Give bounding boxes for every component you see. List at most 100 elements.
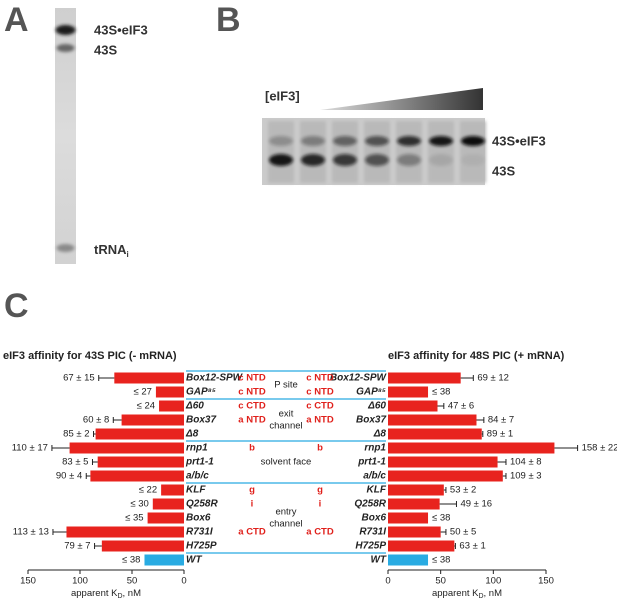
- subunit-label: a NTD: [238, 415, 266, 426]
- error-bar: [52, 529, 67, 535]
- region-label: entry: [275, 507, 296, 518]
- value-label: 89 ± 1: [487, 429, 513, 440]
- value-label: 50 ± 5: [450, 527, 476, 538]
- bar: [388, 470, 503, 482]
- bar: [97, 456, 184, 468]
- value-label: ≤ 38: [432, 387, 450, 398]
- category-label: GAP⁸⁵: [186, 387, 216, 398]
- subunit-label: i: [251, 499, 254, 510]
- chart-title: eIF3 affinity for 43S PIC (- mRNA): [3, 350, 177, 362]
- gel-band: [301, 154, 325, 166]
- x-tick-label: 0: [385, 576, 390, 587]
- category-label: Box37: [356, 415, 386, 426]
- x-axis-label-part: , nM: [484, 588, 503, 599]
- value-label: 79 ± 7: [64, 541, 90, 552]
- bar: [388, 428, 482, 440]
- category-label: Δ60: [367, 401, 386, 412]
- x-tick-label: 100: [485, 576, 501, 587]
- value-label: 49 ± 16: [460, 499, 492, 510]
- gel-band: [333, 154, 357, 166]
- value-label: 90 ± 4: [56, 471, 82, 482]
- chart: eIF3 affinity for 43S PIC (- mRNA) 0 50 100…: [3, 350, 617, 600]
- panel-label: B: [216, 1, 241, 39]
- error-bar: [437, 403, 445, 409]
- gel-band: [365, 154, 389, 166]
- category-label: KLF: [367, 485, 387, 496]
- category-label: Δ8: [185, 429, 199, 440]
- x-axis-label-part: apparent K: [71, 588, 118, 599]
- gel-band: [429, 154, 453, 166]
- value-label: ≤ 38: [432, 513, 450, 524]
- error-bar: [439, 501, 457, 507]
- category-label: R731I: [359, 527, 386, 538]
- band-label: 43S: [492, 163, 515, 178]
- gel-lane: [332, 121, 358, 183]
- gel-b: [262, 118, 486, 185]
- value-label: 110 ± 17: [12, 443, 48, 454]
- value-label: 84 ± 7: [488, 415, 514, 426]
- gel-lane: [396, 121, 422, 183]
- error-bar: [476, 417, 485, 423]
- bar: [388, 540, 455, 552]
- bar: [388, 414, 477, 426]
- bar: [121, 414, 184, 426]
- x-axis-label-part: apparent K: [432, 588, 479, 599]
- region-label: solvent face: [261, 457, 312, 468]
- subunit-label: g: [249, 485, 255, 496]
- band-label-main: tRNA: [94, 242, 127, 257]
- gel-band: [301, 136, 325, 146]
- category-label: WT: [186, 555, 202, 566]
- value-label: ≤ 27: [133, 387, 151, 398]
- value-label: 63 ± 1: [459, 541, 485, 552]
- category-label: Δ8: [373, 429, 387, 440]
- category-label: a/b/c: [363, 471, 386, 482]
- value-label: ≤ 22: [139, 485, 157, 496]
- category-label: a/b/c: [186, 471, 209, 482]
- error-bar: [554, 445, 579, 451]
- panel-label: C: [4, 287, 29, 325]
- x-tick-label: 150: [538, 576, 554, 587]
- x-axis-label-part: D: [117, 593, 122, 600]
- error-bar: [502, 473, 507, 479]
- subunit-label: b: [317, 443, 323, 454]
- subunit-label: g: [317, 485, 323, 496]
- error-bar: [443, 487, 447, 493]
- value-label: ≤ 30: [130, 499, 148, 510]
- gel-band: [365, 136, 389, 146]
- error-bar: [481, 431, 484, 437]
- bar: [388, 554, 429, 566]
- titration-wedge: [320, 88, 483, 110]
- bar: [388, 400, 438, 412]
- category-label: GAP⁸⁵: [356, 387, 386, 398]
- value-label: ≤ 24: [137, 401, 155, 412]
- bar: [388, 386, 429, 398]
- x-tick-label: 100: [72, 576, 88, 587]
- bar: [388, 442, 555, 454]
- subunit-label: c NTD: [306, 373, 334, 384]
- band-label: 43S•eIF3: [94, 22, 148, 37]
- subunit-label: c NTD: [306, 387, 334, 398]
- error-bar: [440, 529, 447, 535]
- bar: [388, 526, 441, 538]
- category-label: Q258R: [354, 499, 386, 510]
- value-label: 67 ± 15: [63, 373, 95, 384]
- category-label: H725P: [186, 541, 217, 552]
- bar: [95, 428, 184, 440]
- value-label: 109 ± 3: [510, 471, 542, 482]
- bar: [388, 372, 461, 384]
- value-label: 85 ± 2: [63, 429, 89, 440]
- subunit-label: a NTD: [306, 415, 334, 426]
- error-bar: [497, 459, 507, 465]
- gel-lane: [428, 121, 454, 183]
- bar: [69, 442, 184, 454]
- x-axis-label-part: , nM: [123, 588, 142, 599]
- category-label: KLF: [186, 485, 206, 496]
- category-label: Box6: [362, 513, 387, 524]
- gel-lane: [364, 121, 390, 183]
- bar: [144, 554, 184, 566]
- error-bar: [112, 417, 122, 423]
- category-label: Box37: [186, 415, 216, 426]
- bar: [90, 470, 184, 482]
- gel-band: [429, 136, 453, 146]
